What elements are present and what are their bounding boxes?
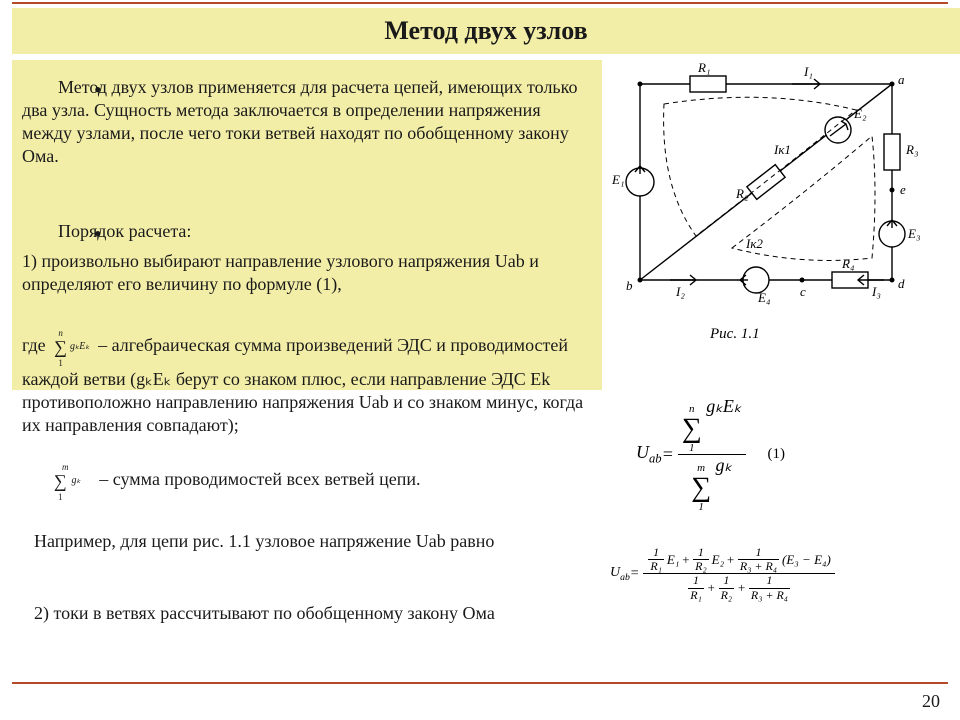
loop2-label: Iк2 <box>745 236 763 251</box>
i2-label: I₂ <box>675 284 685 299</box>
page-number: 20 <box>922 691 940 712</box>
r1-label: R₁ <box>697 62 710 75</box>
intro-text: Метод двух узлов применяется для расчета… <box>22 77 577 166</box>
example-paragraph: Например, для цепи рис. 1.1 узловое напр… <box>22 530 592 553</box>
node-d-label: d <box>898 276 905 291</box>
top-rule <box>12 2 948 4</box>
bottom-rule <box>12 682 948 684</box>
i3-label: I₃ <box>871 284 881 299</box>
order-heading: Порядок расчета: <box>22 220 592 243</box>
formula-uab-expanded: Uab = 1R₁ E₁ + 1R₂ E₂ + 1R₃ + R₄ (E₃ − E… <box>610 546 954 602</box>
formula-uab-general: Uab = n ∑ 1 gₖEₖ m ∑ 1 gₖ (1) <box>636 396 936 513</box>
r4-label: R₄ <box>841 256 855 271</box>
node-e-label: e <box>900 182 906 197</box>
circuit-diagram: a e d c b R₁ R₂ R₃ R₄ E₁ E₂ E₃ E₄ I₁ I₂ … <box>596 62 948 362</box>
e2-label: E₂ <box>853 106 867 121</box>
page-title: Метод двух узлов <box>12 16 960 46</box>
step2-paragraph: 2) токи в ветвях рассчитывают по обобщен… <box>22 602 592 625</box>
step1-paragraph: 1) произвольно выбирают направление узло… <box>22 250 592 296</box>
sum-paragraph: m ∑ 1 gₖ – сумма проводимостей всех ветв… <box>22 460 592 502</box>
sigma-g-inline: m ∑ 1 gₖ <box>42 460 81 502</box>
node-a-label: a <box>898 72 905 87</box>
e3-label: E₃ <box>907 226 920 241</box>
e1-label: E₁ <box>611 172 624 187</box>
slide-header: Метод двух узлов <box>12 8 960 54</box>
node-c-label: c <box>800 284 806 299</box>
figure-caption: Рис. 1.1 <box>710 326 760 343</box>
circuit-svg: a e d c b R₁ R₂ R₃ R₄ E₁ E₂ E₃ E₄ I₁ I₂ … <box>596 62 948 342</box>
r3-label: R₃ <box>905 142 918 157</box>
r2-label: R₂ <box>735 186 749 201</box>
e4-label: E₄ <box>757 290 771 305</box>
sigma-gE-inline: n ∑ 1 gₖEₖ <box>54 326 89 368</box>
i1-label: I₁ <box>803 64 813 79</box>
where-paragraph: где n ∑ 1 gₖEₖ – алгебраическая сумма пр… <box>22 326 602 437</box>
intro-paragraph: Метод двух узлов применяется для расчета… <box>22 76 592 168</box>
loop1-label: Iк1 <box>773 142 791 157</box>
node-b-label: b <box>626 278 633 293</box>
